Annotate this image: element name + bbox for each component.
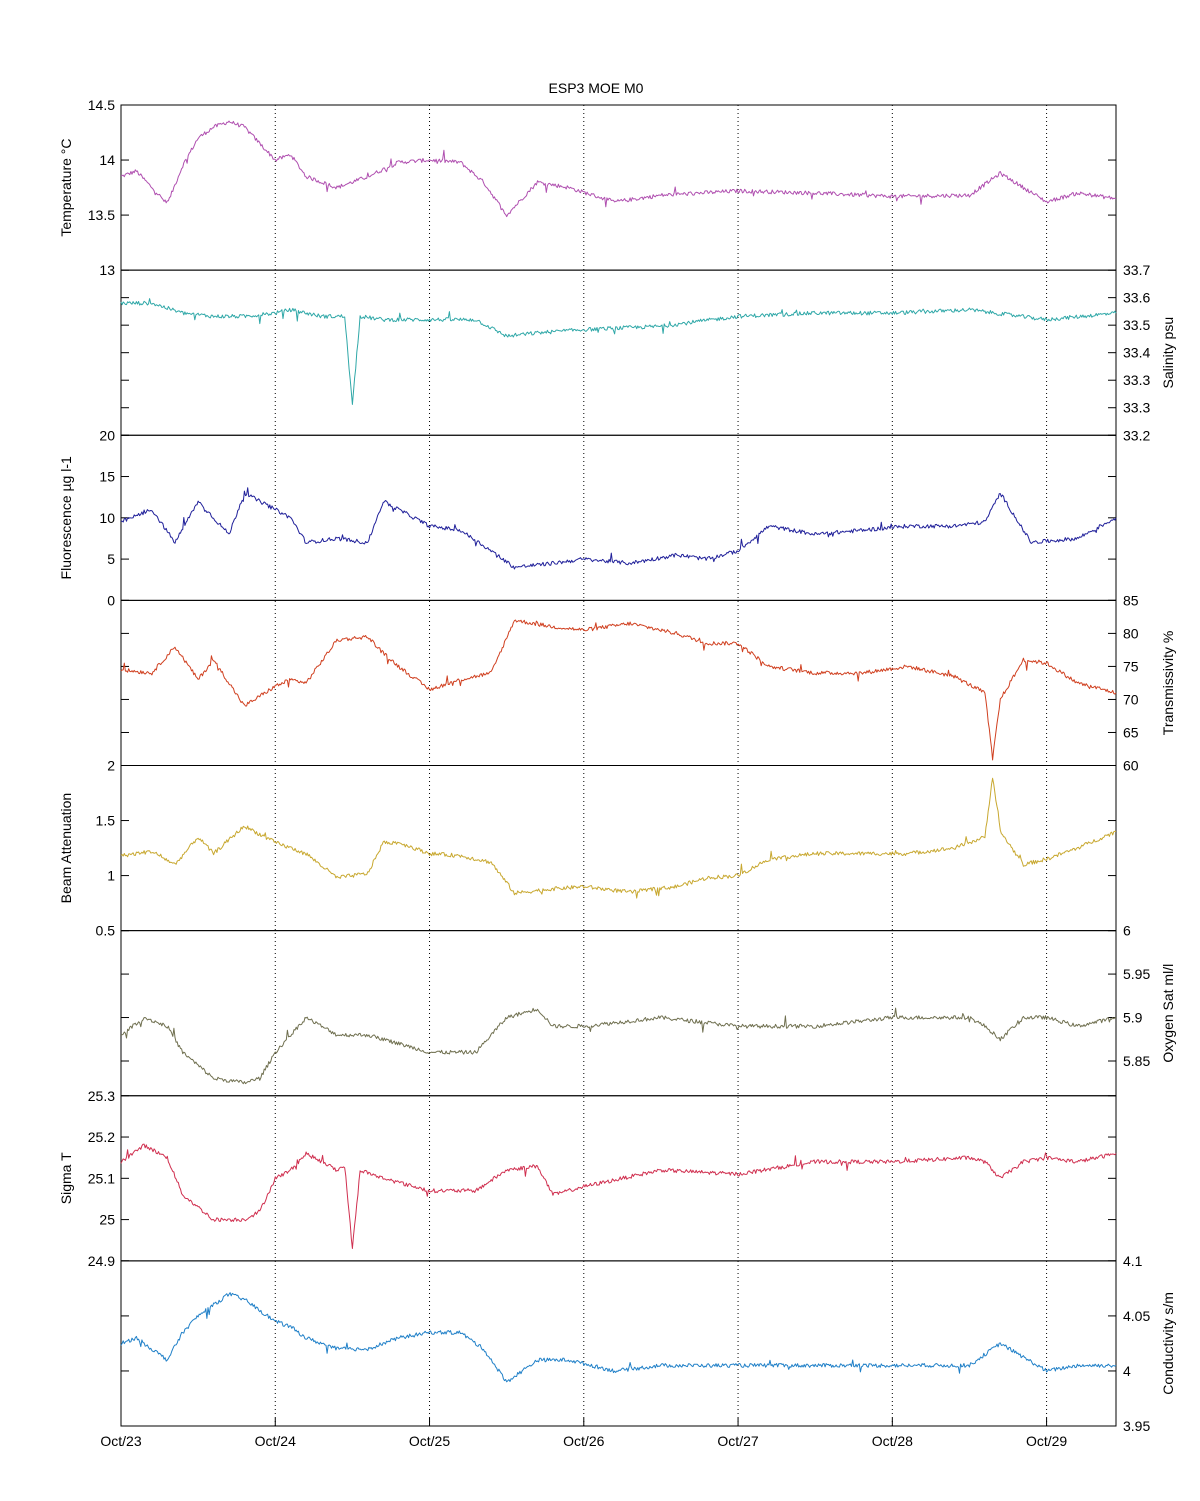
- x-tick-label: Oct/28: [872, 1433, 913, 1449]
- y-tick-label: 33.4: [1123, 345, 1150, 361]
- y-tick-label: 6: [1123, 923, 1131, 939]
- y-tick-label: 20: [99, 427, 115, 443]
- y-tick-label: 5.95: [1123, 966, 1150, 982]
- panel-frame: [120, 434, 1117, 601]
- panel-8: 3.95 4 4.05 4.1 Conductivity s/m: [120, 1253, 1176, 1434]
- y-tick-label: 14: [99, 152, 115, 168]
- y-tick-label: 33.7: [1123, 262, 1150, 278]
- y-axis-label: Conductivity s/m: [1160, 1292, 1176, 1395]
- y-tick-label: 0.5: [96, 923, 116, 939]
- y-tick-label: 25: [99, 1212, 115, 1228]
- panel-5: 0.5 1 1.5 2 Beam Attenuation: [58, 758, 1117, 939]
- y-tick-label: 14.5: [88, 97, 115, 113]
- y-tick-label: 33.5: [1123, 317, 1150, 333]
- y-axis-label: Sigma T: [58, 1152, 74, 1204]
- series-line: [120, 1292, 1117, 1383]
- x-tick-label: Oct/25: [409, 1433, 450, 1449]
- series-line: [120, 298, 1117, 405]
- y-tick-label: 5.85: [1123, 1053, 1150, 1069]
- panel-4: 60 65 70 75 80 85 Transmissivity %: [120, 592, 1176, 774]
- x-tick-label: Oct/27: [717, 1433, 758, 1449]
- x-tick-label: Oct/26: [563, 1433, 604, 1449]
- y-tick-label: 25.2: [88, 1129, 115, 1145]
- x-tick-label: Oct/29: [1026, 1433, 1067, 1449]
- y-tick-label: 4.05: [1123, 1308, 1150, 1324]
- y-tick-label: 60: [1123, 758, 1139, 774]
- y-tick-label: 1: [107, 868, 115, 884]
- y-tick-label: 13.5: [88, 207, 115, 223]
- y-tick-label: 70: [1123, 691, 1139, 707]
- y-tick-label: 65: [1123, 724, 1139, 740]
- x-tick-label: Oct/24: [255, 1433, 296, 1449]
- panel-3: 0 5 10 15 20 Fluorescence µg l-1: [58, 427, 1117, 608]
- y-axis-label: Oxygen Sat ml/l: [1160, 964, 1176, 1063]
- y-tick-label: 85: [1123, 592, 1139, 608]
- y-tick-label: 3.95: [1123, 1418, 1150, 1434]
- y-tick-label: 33.6: [1123, 290, 1150, 306]
- y-tick-label: 10: [99, 510, 115, 526]
- y-tick-label: 25.3: [88, 1088, 115, 1104]
- y-tick-label: 4: [1123, 1363, 1131, 1379]
- y-tick-label: 4.1: [1123, 1253, 1143, 1269]
- panel-6: 5.85 5.9 5.95 6 Oxygen Sat ml/l: [120, 923, 1176, 1097]
- series-line: [120, 1143, 1117, 1249]
- panel-2: 33.2 33.3 33.3 33.4 33.5 33.6 33.7 Salinity psu: [120, 262, 1176, 443]
- panel-frame: [120, 930, 1117, 1097]
- panel-frame: [120, 104, 1117, 271]
- panel-frame: [120, 765, 1117, 932]
- panel-frame: [120, 1095, 1117, 1262]
- y-tick-label: 5: [107, 551, 115, 567]
- y-axis-label: Salinity psu: [1160, 317, 1176, 389]
- y-axis-label: Temperature °C: [58, 138, 74, 236]
- y-tick-label: 75: [1123, 658, 1139, 674]
- series-line: [120, 777, 1117, 899]
- panel-7: 24.9 25 25.1 25.2 25.3 Sigma T: [58, 1088, 1117, 1269]
- series-line: [120, 1007, 1117, 1085]
- y-tick-label: 1.5: [96, 813, 116, 829]
- panel-frame: [120, 1260, 1117, 1427]
- series-line: [120, 619, 1117, 761]
- y-tick-label: 5.9: [1123, 1010, 1143, 1026]
- y-tick-label: 33.2: [1123, 427, 1150, 443]
- y-tick-label: 33.3: [1123, 400, 1150, 416]
- y-axis-label: Fluorescence µg l-1: [58, 456, 74, 579]
- y-axis-label: Beam Attenuation: [58, 793, 74, 904]
- y-tick-label: 33.3: [1123, 372, 1150, 388]
- y-axis-label: Transmissivity %: [1160, 631, 1176, 736]
- y-tick-label: 13: [99, 262, 115, 278]
- y-tick-label: 2: [107, 758, 115, 774]
- y-tick-label: 25.1: [88, 1170, 115, 1186]
- y-tick-label: 24.9: [88, 1253, 115, 1269]
- y-tick-label: 15: [99, 469, 115, 485]
- panel-1: 13 13.5 14 14.5 Temperature °C: [58, 97, 1117, 278]
- y-tick-label: 0: [107, 592, 115, 608]
- series-line: [120, 120, 1117, 218]
- panel-frame: [120, 269, 1117, 436]
- y-tick-label: 80: [1123, 625, 1139, 641]
- series-line: [120, 487, 1117, 570]
- chart-title: ESP3 MOE M0: [549, 80, 644, 96]
- x-tick-label: Oct/23: [100, 1433, 141, 1449]
